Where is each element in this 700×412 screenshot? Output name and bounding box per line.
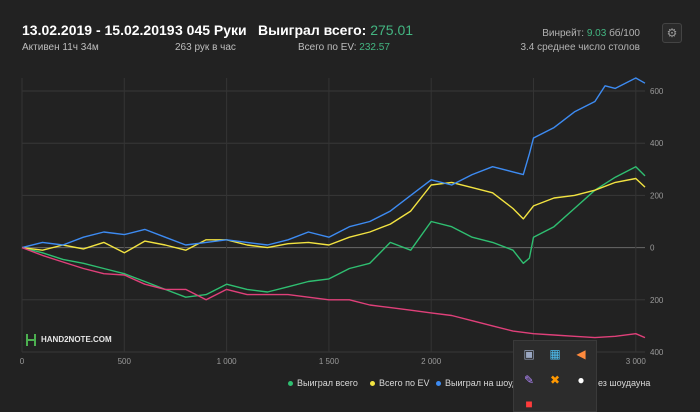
bluetooth-icon[interactable]: ✖ [549,373,561,387]
legend-showdown[interactable]: Выиграл на шоуд [436,378,518,388]
x-tick-label: 2 000 [421,357,442,366]
legend-showdown-label: Выиграл на шоуд [445,378,518,388]
legend-ev-dot [370,381,375,387]
ev-label: Всего по EV: [298,42,357,53]
ev-total: Всего по EV: 232.57 [298,42,390,53]
x-tick-label: 1 500 [319,357,340,366]
y-tick-label: 400 [650,348,664,357]
red-app-icon[interactable]: ■ [525,397,533,411]
gear-icon[interactable]: ⚙ [662,23,682,43]
x-tick-label: 500 [118,357,132,366]
winrate-value: 9.03 [586,28,607,39]
y-tick-label: 600 [650,87,664,96]
system-tray-popup: ▣ ▦ ◀ ✎ ✖ ● ■ [513,340,597,412]
legend-won-dot [288,381,293,387]
legend-nonshowdown[interactable]: ез шоудауна [598,378,650,388]
y-tick-label: 400 [650,139,664,148]
avg-tables: 3.4 среднее число столов [520,42,640,53]
series-line-won [21,165,646,298]
monitor-icon[interactable]: ▣ [523,347,535,361]
discord-icon[interactable]: ● [577,373,585,387]
y-tick-label: 200 [650,296,664,305]
series-line-showdown [21,77,646,249]
hands-per-hour: 263 рук в час [175,42,236,53]
series-line-ev [21,177,646,254]
date-range[interactable]: 13.02.2019 - 15.02.2019 [22,22,175,38]
hand2note-logo-icon [26,334,36,346]
hands-count: 3 045 Руки [175,22,247,38]
legend-showdown-dot [436,381,441,387]
won-total-label: Выиграл всего: [258,22,367,38]
winrate-label: Винрейт: [542,28,585,39]
winrate: Винрейт: 9.03 бб/100 [542,28,640,39]
x-tick-label: 0 [20,357,25,366]
logo-text: HAND2NOTE.COM [41,335,112,345]
hand2note-logo: HAND2NOTE.COM [26,334,112,346]
legend-nonshowdown-label: ез шоудауна [598,378,651,388]
y-tick-label: 0 [650,244,655,253]
legend-ev[interactable]: Всего по EV [370,378,429,388]
ev-value: 232.57 [359,42,390,53]
won-total-value: 275.01 [370,22,414,38]
won-total: Выиграл всего: 275.01 [258,22,413,38]
legend-ev-label: Всего по EV [379,378,430,388]
series-line-nonshowdown [21,246,646,339]
active-time: Активен 11ч 34м [22,42,99,53]
winrate-unit: бб/100 [609,28,640,39]
x-tick-label: 3 000 [626,357,647,366]
app-icon[interactable]: ▦ [549,347,561,361]
legend-won[interactable]: Выиграл всего [288,378,358,388]
x-tick-label: 1 000 [217,357,238,366]
y-tick-label: 200 [650,191,664,200]
pen-icon[interactable]: ✎ [523,373,535,387]
volume-icon[interactable]: ◀ [576,347,586,361]
legend-won-label: Выиграл всего [297,378,358,388]
